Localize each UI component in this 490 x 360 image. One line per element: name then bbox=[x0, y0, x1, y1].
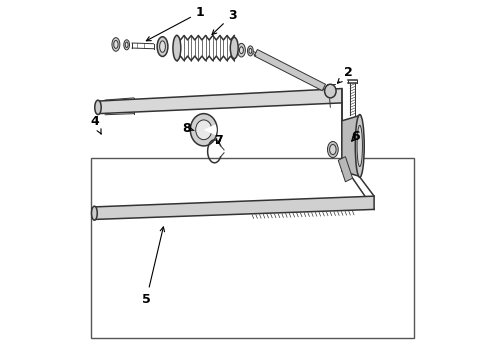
Ellipse shape bbox=[355, 114, 364, 177]
Ellipse shape bbox=[230, 37, 238, 59]
Bar bbox=[91, 158, 414, 338]
Ellipse shape bbox=[324, 84, 336, 98]
Ellipse shape bbox=[330, 144, 336, 154]
Ellipse shape bbox=[160, 41, 166, 52]
Text: 7: 7 bbox=[214, 134, 222, 147]
Ellipse shape bbox=[196, 120, 212, 140]
Ellipse shape bbox=[173, 36, 181, 60]
Text: 4: 4 bbox=[91, 116, 101, 134]
Ellipse shape bbox=[157, 37, 168, 57]
Ellipse shape bbox=[95, 100, 101, 114]
Text: 8: 8 bbox=[183, 122, 194, 135]
Polygon shape bbox=[338, 157, 353, 182]
Ellipse shape bbox=[124, 40, 129, 50]
Polygon shape bbox=[254, 49, 325, 91]
Ellipse shape bbox=[357, 125, 363, 167]
Ellipse shape bbox=[240, 47, 244, 54]
Ellipse shape bbox=[327, 141, 338, 158]
Ellipse shape bbox=[238, 43, 245, 57]
Text: 6: 6 bbox=[351, 130, 360, 144]
Polygon shape bbox=[95, 196, 374, 220]
Ellipse shape bbox=[190, 114, 217, 146]
Polygon shape bbox=[98, 89, 342, 114]
Text: 3: 3 bbox=[212, 9, 237, 35]
Ellipse shape bbox=[125, 42, 128, 48]
Wedge shape bbox=[204, 124, 217, 135]
Text: 5: 5 bbox=[142, 227, 165, 306]
Ellipse shape bbox=[112, 38, 120, 51]
Ellipse shape bbox=[92, 206, 97, 220]
Text: 1: 1 bbox=[147, 6, 204, 41]
Ellipse shape bbox=[247, 46, 253, 56]
Ellipse shape bbox=[249, 48, 252, 53]
Polygon shape bbox=[342, 116, 360, 176]
Ellipse shape bbox=[114, 41, 118, 48]
Text: 2: 2 bbox=[338, 66, 353, 83]
